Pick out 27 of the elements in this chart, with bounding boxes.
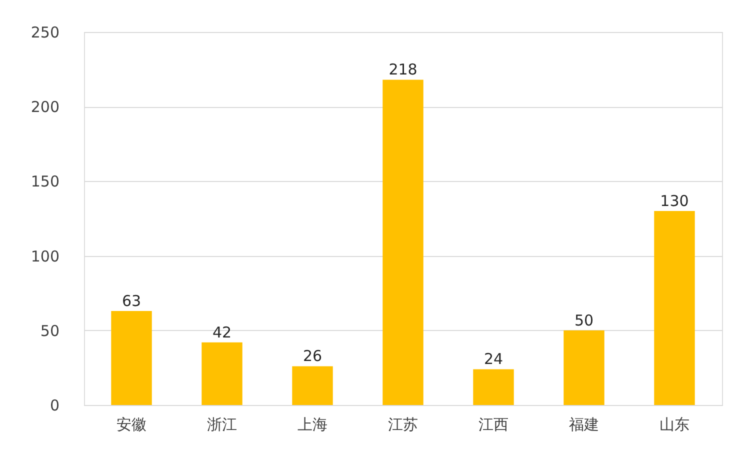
bar (564, 330, 604, 405)
y-tick-label: 200 (30, 98, 60, 116)
data-label: 26 (302, 347, 322, 366)
x-tick-label: 上海 (298, 416, 328, 434)
data-label: 218 (388, 60, 418, 79)
bar (382, 80, 424, 405)
x-tick-label: 安徽 (116, 416, 147, 434)
y-tick-label: 100 (30, 247, 60, 266)
bar (292, 366, 333, 405)
y-tick-label: 250 (30, 24, 60, 42)
y-tick-label: 0 (50, 396, 60, 414)
x-tick-label: 江苏 (388, 416, 418, 434)
data-label: 42 (212, 323, 232, 342)
data-label: 130 (660, 192, 689, 210)
bar (202, 342, 242, 405)
x-tick-label: 浙江 (207, 416, 238, 434)
y-tick-label: 150 (30, 172, 60, 191)
x-tick-label: 福建 (568, 416, 599, 434)
x-tick-label: 江西 (478, 416, 508, 434)
data-label: 50 (574, 311, 594, 330)
bar (654, 211, 695, 405)
x-tick-label: 山东 (659, 416, 690, 434)
y-tick-label: 50 (40, 322, 60, 340)
data-label: 63 (122, 292, 142, 310)
bar (111, 311, 152, 405)
data-label: 24 (484, 350, 504, 368)
bar (473, 369, 514, 405)
